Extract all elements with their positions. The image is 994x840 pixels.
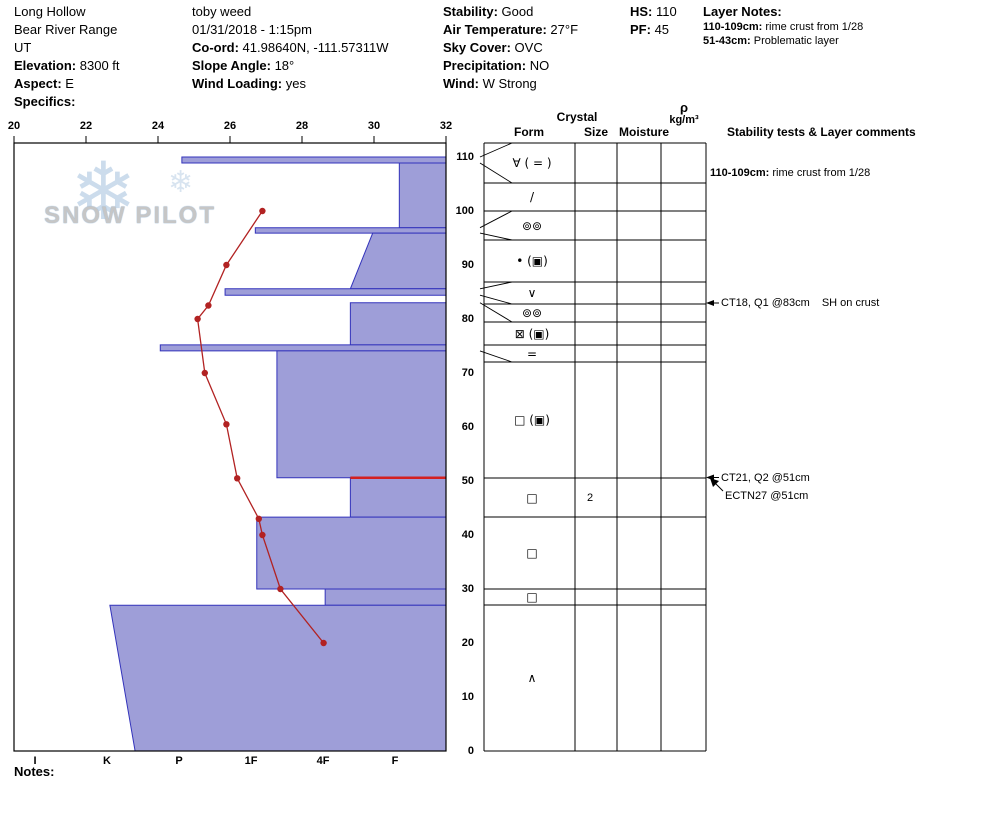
density-column-header: ρ: [679, 100, 689, 115]
size-column-header: Size: [583, 125, 609, 139]
snow-layer-bar: [159, 344, 447, 352]
snow-layer-bar: [181, 156, 447, 164]
layer-notes-title: Layer Notes:: [703, 4, 782, 19]
temperature-point: [194, 315, 201, 323]
header-line: Elevation: 8300 ft: [14, 58, 120, 73]
temperature-point: [223, 421, 230, 428]
header-line: Slope Angle: 18°: [192, 58, 295, 73]
snow-layer-bar: [224, 288, 447, 296]
layer-fan-line: [479, 350, 513, 363]
header-line: Wind Loading: yes: [192, 76, 306, 91]
layer-fan-line: [479, 281, 513, 290]
temperature-point: [277, 585, 284, 593]
snow-layer-bar: [256, 516, 447, 590]
header-line: Aspect: E: [14, 76, 74, 91]
header-conditions-block: Stability: Good Air Temperature: 27°F Sky …: [443, 3, 578, 93]
snow-layer-bar: [398, 162, 447, 229]
snow-layer-bar: [109, 604, 447, 752]
temperature-point: [234, 475, 241, 482]
watermark-text: SNOW PILOT: [44, 202, 216, 229]
test-arrow-head: [706, 300, 714, 306]
header-line: 01/31/2018 - 1:15pm: [192, 22, 312, 37]
snowpilot-watermark: ❄ ❄ SNOW PILOT: [40, 152, 280, 258]
header-line: PF: 45: [630, 22, 670, 37]
header-line: HS: 110: [630, 4, 677, 19]
snowflake-icon: ❄: [168, 165, 194, 200]
snow-layer-bar: [349, 477, 447, 518]
temperature-point: [259, 207, 266, 215]
notes-label: Notes:: [14, 764, 55, 779]
header-line: toby weed: [192, 4, 252, 19]
layer-fan-line: [479, 302, 513, 323]
header-line: Wind: W Strong: [443, 76, 537, 91]
header-line: Long Hollow: [14, 4, 86, 19]
moisture-column-header: Moisture: [618, 125, 670, 139]
temperature-point: [259, 531, 266, 539]
header-line: Stability: Good: [443, 4, 534, 19]
header-line: 51-43cm: Problematic layer: [703, 34, 839, 47]
temperature-point: [255, 515, 262, 522]
layer-fan-line: [479, 162, 513, 184]
snow-layer-bar: [324, 588, 447, 606]
snowflake-icon: ❄: [70, 145, 138, 238]
snow-layer-bar: [349, 302, 447, 346]
comments-column-header: Stability tests & Layer comments: [727, 125, 916, 139]
header-line: Sky Cover: OVC: [443, 40, 543, 55]
form-column-header: Form: [514, 125, 544, 139]
test-arrow-head: [710, 478, 719, 487]
header-observer-block: toby weed 01/31/2018 - 1:15pm Co-ord: 41.9…: [192, 3, 389, 93]
layer-fan-line: [479, 294, 513, 305]
header-line: Precipitation: NO: [443, 58, 550, 73]
header-line: 110-109cm: rime crust from 1/28: [703, 21, 864, 33]
temperature-point: [223, 261, 230, 269]
temperature-point: [320, 639, 327, 647]
snow-layer-bar: [254, 227, 447, 234]
crystal-column-header: Crystal: [556, 110, 598, 124]
layer-fan-line: [479, 210, 513, 229]
snow-layer-bar: [349, 232, 447, 290]
header-line: Co-ord: 41.98640N, -111.57311W: [192, 40, 389, 55]
layer-fan-line: [479, 142, 513, 158]
snow-layer-bar: [276, 350, 447, 479]
temperature-point: [205, 302, 212, 309]
header-layer-notes-block: Layer Notes: 110-109cm: rime crust from …: [703, 3, 863, 48]
header-line: Air Temperature: 27°F: [443, 22, 579, 37]
header-line: Specifics:: [14, 94, 76, 109]
header-line: Bear River Range: [14, 22, 118, 37]
header-location-block: Long Hollow Bear River Range UT Elevation: …: [14, 3, 120, 111]
density-units-header: kg/m³: [669, 114, 699, 126]
header-line: UT: [14, 40, 32, 55]
layer-fan-line: [479, 232, 513, 241]
header-snow-depth-block: HS: 110 PF: 45: [630, 3, 677, 39]
temperature-point: [201, 369, 208, 377]
